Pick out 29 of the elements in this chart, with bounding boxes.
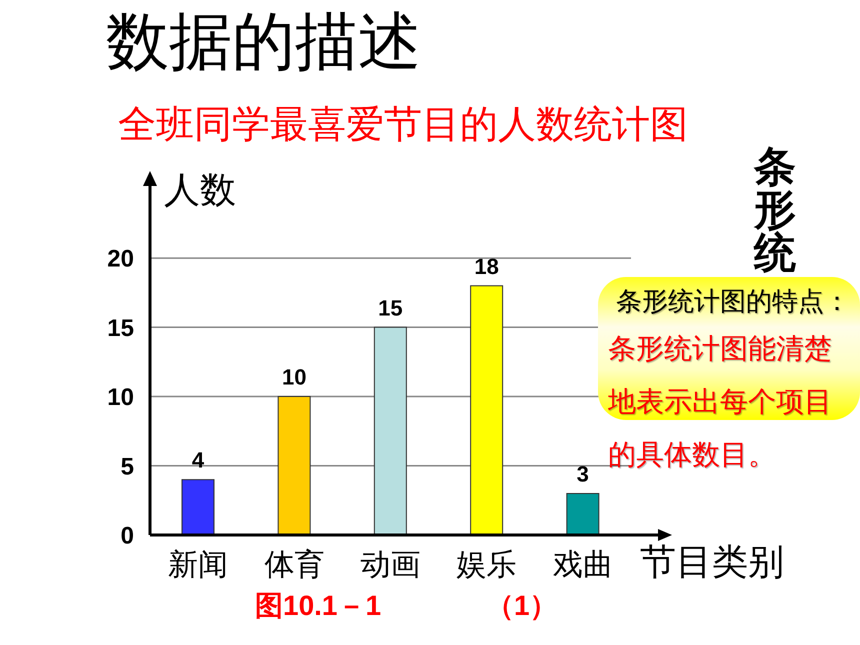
- x-tick-label: 新闻: [168, 547, 228, 582]
- y-tick-label: 5: [120, 453, 134, 480]
- data-label: 4: [192, 448, 205, 473]
- text: （1）: [486, 590, 558, 622]
- bar: [470, 285, 504, 535]
- bar: [278, 396, 311, 535]
- data-label: 3: [576, 461, 589, 486]
- x-tick-label: 戏曲: [552, 547, 613, 582]
- y-axis-title: 人数: [164, 170, 236, 212]
- x-axis-title: 节目类别: [640, 542, 784, 584]
- y-tick-label: 0: [120, 522, 134, 550]
- annotation: 条形统计图能清楚地表示出每个项目的具体数目。: [608, 331, 833, 473]
- bar: [182, 479, 214, 535]
- y-tick-label: 20: [107, 246, 134, 273]
- bar: [374, 326, 407, 535]
- x-tick-label: 娱乐: [456, 547, 517, 582]
- text: 条形统: [754, 143, 797, 276]
- y-tick-label: 15: [107, 314, 134, 342]
- y-tick-label: 10: [107, 384, 134, 412]
- caption: 图10.1－1: [255, 590, 382, 622]
- data-label: 15: [378, 295, 403, 320]
- chart-title: 数据的描述: [106, 5, 421, 78]
- bar: [566, 492, 600, 535]
- data-label: 10: [282, 364, 306, 390]
- chart-subtitle: 全班同学最喜爱节目的人数统计图: [118, 104, 688, 148]
- data-label: 18: [474, 254, 499, 279]
- annotation: 条形统计图的特点：: [616, 287, 850, 318]
- x-tick-label: 动画: [360, 547, 420, 582]
- x-tick-label: 体育: [264, 547, 324, 582]
